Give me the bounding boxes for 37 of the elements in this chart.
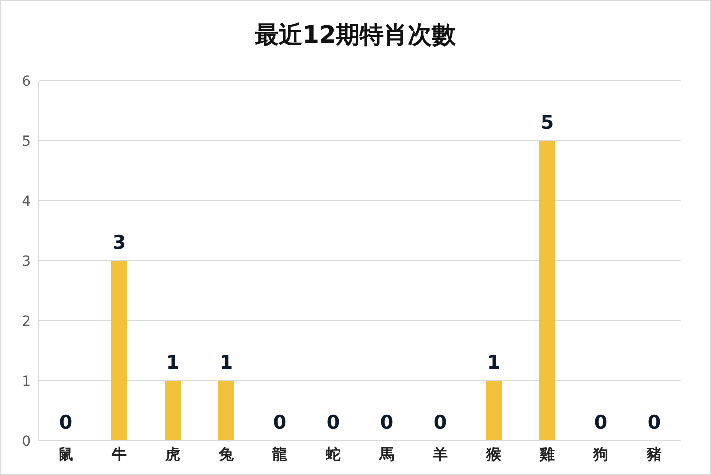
bar	[540, 141, 556, 441]
data-label: 0	[380, 412, 394, 434]
y-tick-label: 1	[22, 374, 31, 390]
y-tick-label: 5	[22, 134, 31, 150]
x-tick-label: 羊	[432, 446, 448, 464]
y-tick-label: 6	[22, 74, 32, 90]
x-tick-label: 牛	[110, 446, 127, 464]
x-tick-label: 雞	[538, 446, 555, 464]
y-tick-label: 0	[22, 434, 31, 450]
x-tick-label: 鼠	[58, 446, 74, 464]
x-tick-label: 豬	[646, 446, 662, 464]
data-label: 0	[59, 412, 73, 434]
data-label: 0	[594, 412, 608, 434]
y-tick-label: 3	[22, 254, 31, 270]
data-label: 1	[166, 352, 180, 374]
data-label: 0	[326, 412, 340, 434]
x-tick-label: 兔	[218, 446, 235, 464]
y-tick-label: 2	[22, 314, 31, 330]
x-tick-label: 馬	[378, 446, 394, 464]
data-label: 0	[648, 412, 662, 434]
data-label: 0	[273, 412, 287, 434]
data-label: 1	[220, 352, 234, 374]
bar	[486, 381, 502, 441]
bar	[112, 261, 128, 441]
data-label: 3	[112, 232, 126, 254]
y-tick-label: 4	[22, 194, 32, 210]
x-tick-label: 猴	[485, 446, 502, 464]
data-label: 5	[540, 112, 554, 134]
x-tick-label: 龍	[271, 446, 288, 464]
data-label: 0	[434, 412, 448, 434]
x-tick-label: 虎	[164, 446, 180, 464]
x-tick-label: 狗	[592, 446, 608, 464]
bar	[165, 381, 181, 441]
bar	[218, 381, 234, 441]
data-label: 1	[487, 352, 501, 374]
chart-title: 最近12期特肖次數	[254, 20, 458, 51]
x-tick-label: 蛇	[324, 446, 341, 464]
